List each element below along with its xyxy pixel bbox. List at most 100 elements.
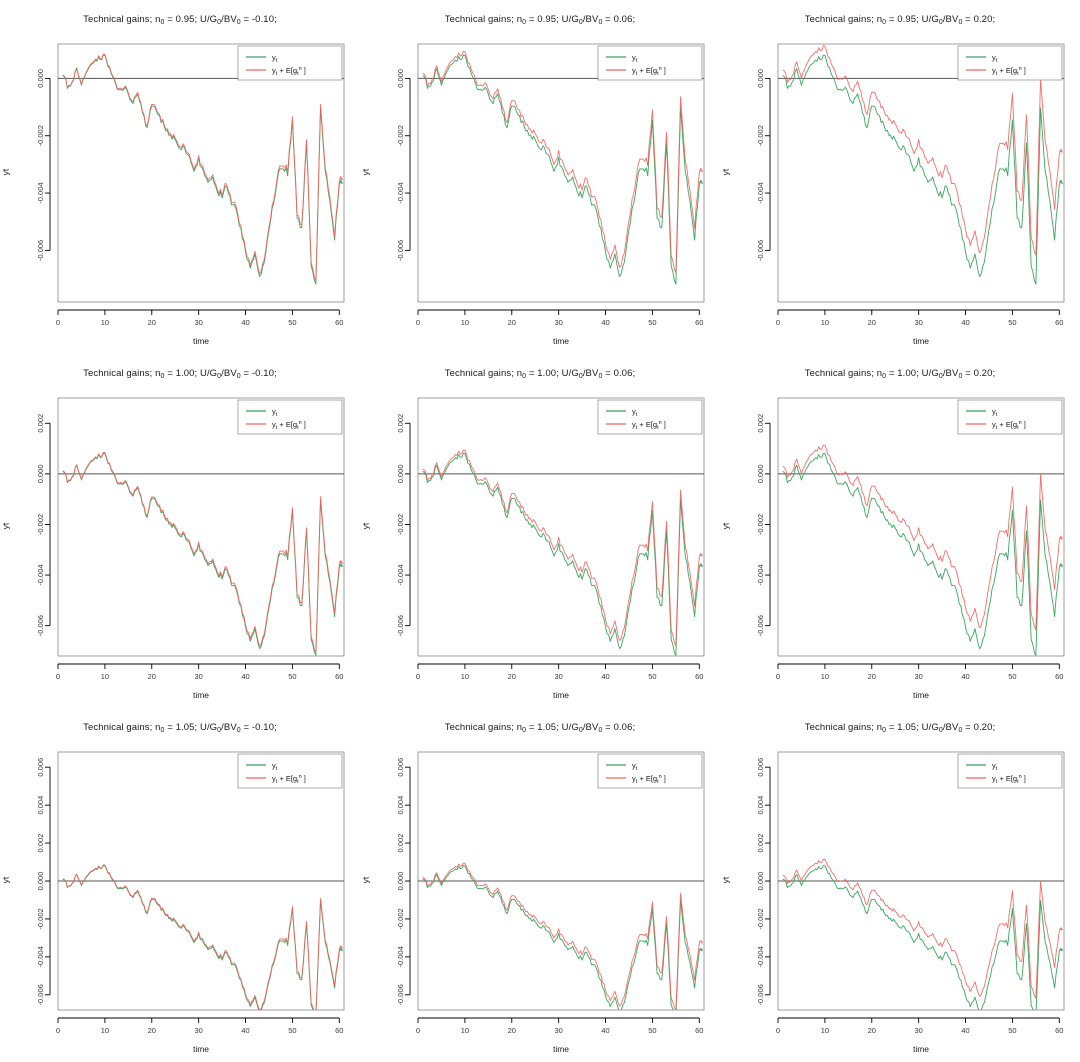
panel-title: Technical gains; n0 = 0.95; U/G0/BV0 = 0…	[444, 14, 636, 26]
y-tick-label: 0.002	[36, 414, 45, 433]
y-tick-label: 0.000	[36, 464, 45, 483]
series-line-y-plus-gains	[782, 45, 1063, 256]
plot-panel: Technical gains; n0 = 1.05; U/G0/BV0 = 0…	[360, 708, 720, 1062]
x-tick-label: 30	[554, 672, 562, 681]
x-tick-label: 30	[914, 672, 922, 681]
y-tick-label: -0.002	[36, 514, 45, 535]
legend-label-y-plus-gains: yt + E[gtn ]	[992, 774, 1026, 785]
x-axis-title: time	[192, 690, 210, 700]
x-tick-label: 0	[416, 672, 420, 681]
y-tick-label: -0.004	[756, 946, 765, 967]
panel-title: Technical gains; n0 = 1.00; U/G0/BV0 = -…	[83, 368, 277, 380]
y-tick-label: 0.000	[756, 69, 765, 88]
y-tick-label: -0.002	[756, 514, 765, 535]
x-tick-label: 60	[335, 1026, 343, 1035]
legend-box	[237, 753, 343, 789]
panel-title: Technical gains; n0 = 1.00; U/G0/BV0 = 0…	[804, 368, 996, 380]
x-tick-label: 0	[56, 318, 60, 327]
x-axis-title: time	[192, 336, 210, 346]
x-tick-label: 50	[288, 1026, 296, 1035]
x-tick-label: 20	[868, 672, 876, 681]
legend-box	[957, 45, 1063, 81]
legend-label-y: yt	[992, 761, 998, 772]
y-axis-title: yt	[360, 168, 371, 176]
y-tick-label: 0.000	[36, 872, 45, 891]
y-tick-label: -0.006	[36, 615, 45, 636]
series-line-y	[782, 865, 1063, 1010]
x-tick-label: 30	[554, 318, 562, 327]
y-tick-label: 0.000	[396, 69, 405, 88]
x-tick-label: 40	[961, 672, 969, 681]
legend-label-y-plus-gains: yt + E[gtn ]	[272, 66, 306, 77]
legend-box	[597, 45, 703, 81]
y-axis-title: yt	[720, 168, 731, 176]
legend-box	[237, 399, 343, 435]
legend-label-y: yt	[272, 761, 278, 772]
plot-panel: Technical gains; n0 = 0.95; U/G0/BV0 = 0…	[720, 0, 1080, 354]
x-axis-title: time	[552, 690, 570, 700]
x-tick-label: 50	[1008, 318, 1016, 327]
y-tick-label: 0.000	[756, 872, 765, 891]
plot-box	[57, 397, 345, 657]
x-tick-label: 60	[1055, 672, 1063, 681]
legend-label-y-plus-gains: yt + E[gtn ]	[272, 774, 306, 785]
x-tick-label: 10	[821, 672, 829, 681]
y-tick-label: -0.004	[396, 182, 405, 203]
y-tick-label: -0.006	[756, 615, 765, 636]
x-tick-label: 30	[914, 1026, 922, 1035]
y-axis-title: yt	[720, 876, 731, 884]
x-tick-label: 60	[1055, 318, 1063, 327]
series-line-y-plus-gains	[62, 864, 343, 1010]
legend-label-y: yt	[272, 407, 278, 418]
y-tick-label: -0.006	[36, 984, 45, 1005]
x-tick-label: 10	[821, 1026, 829, 1035]
y-axis-title: yt	[360, 522, 371, 530]
x-tick-label: 20	[148, 672, 156, 681]
y-tick-label: 0.006	[756, 758, 765, 777]
series-line-y-plus-gains	[422, 50, 703, 274]
x-tick-label: 40	[961, 318, 969, 327]
y-tick-label: -0.004	[396, 946, 405, 967]
panel-title: Technical gains; n0 = 1.05; U/G0/BV0 = -…	[83, 722, 277, 734]
x-tick-label: 50	[648, 318, 656, 327]
x-tick-label: 60	[1055, 1026, 1063, 1035]
series-line-y	[422, 452, 703, 656]
x-tick-label: 30	[194, 318, 202, 327]
legend-label-y: yt	[632, 407, 638, 418]
plot-area: 0.002 0.000 -0.002 -0.004 -0.006 0 10 20 30 40 50 6…	[0, 354, 360, 708]
plot-box	[57, 43, 345, 303]
series-line-y	[422, 865, 703, 1010]
x-tick-label: 50	[1008, 1026, 1016, 1035]
x-tick-label: 50	[288, 672, 296, 681]
x-axis-title: time	[912, 690, 930, 700]
y-tick-label: -0.006	[396, 240, 405, 261]
y-axis-title: yt	[0, 876, 11, 884]
x-axis-title: time	[192, 1044, 210, 1054]
x-tick-label: 60	[695, 1026, 703, 1035]
x-tick-label: 10	[101, 318, 109, 327]
y-tick-label: 0.002	[36, 834, 45, 853]
plot-panel: Technical gains; n0 = 1.05; U/G0/BV0 = -…	[0, 708, 360, 1062]
x-tick-label: 20	[508, 318, 516, 327]
series-line-y	[782, 452, 1063, 656]
legend-label-y: yt	[632, 53, 638, 64]
x-tick-label: 0	[56, 672, 60, 681]
series-line-y	[782, 54, 1063, 285]
x-tick-label: 0	[776, 672, 780, 681]
legend-label-y-plus-gains: yt + E[gtn ]	[992, 420, 1026, 431]
x-axis-title: time	[912, 1044, 930, 1054]
x-tick-label: 50	[288, 318, 296, 327]
x-tick-label: 40	[241, 672, 249, 681]
plot-area: 0.006 0.004 0.002 0.000 -0.002 -0.004 -0.006 0 1…	[720, 708, 1080, 1062]
panel-title: Technical gains; n0 = 1.00; U/G0/BV0 = 0…	[444, 368, 636, 380]
y-tick-label: -0.006	[756, 240, 765, 261]
series-line-y-plus-gains	[782, 444, 1063, 631]
y-axis-title: yt	[360, 876, 371, 884]
x-tick-label: 0	[416, 1026, 420, 1035]
x-axis-title: time	[552, 1044, 570, 1054]
x-tick-label: 60	[695, 672, 703, 681]
x-tick-label: 10	[461, 318, 469, 327]
y-tick-label: 0.000	[756, 464, 765, 483]
plot-panel: Technical gains; n0 = 1.00; U/G0/BV0 = 0…	[720, 354, 1080, 708]
x-tick-label: 20	[868, 1026, 876, 1035]
